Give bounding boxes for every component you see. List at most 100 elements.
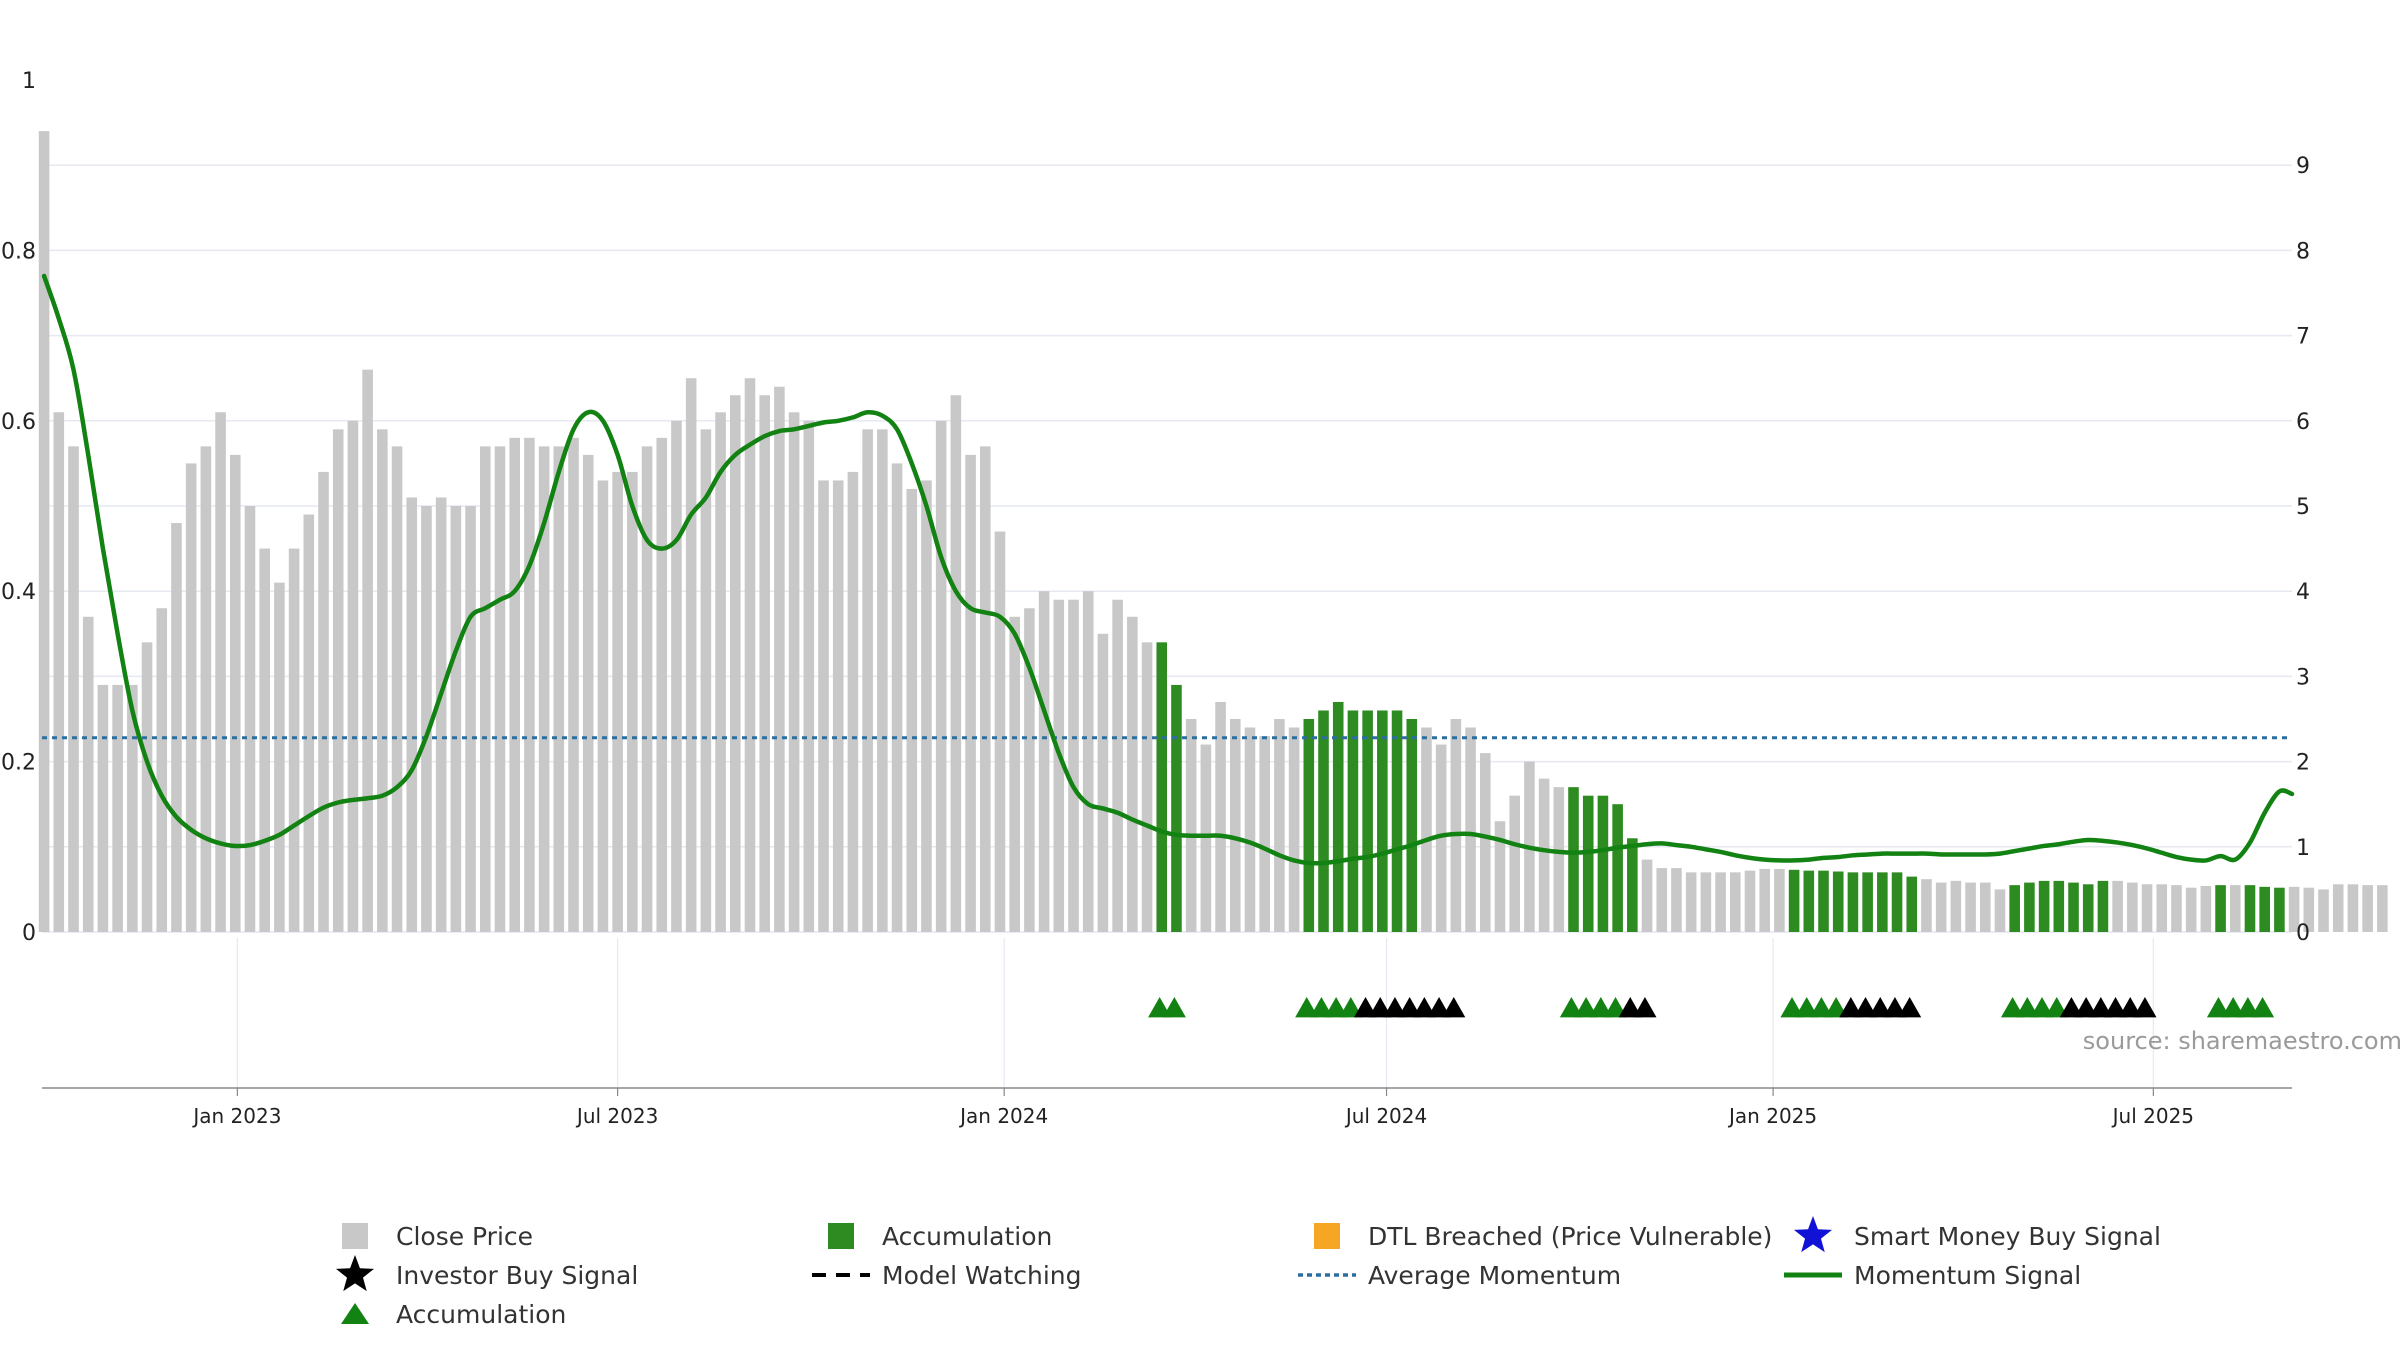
close-price-bar xyxy=(1450,719,1462,932)
accumulation-marker xyxy=(1309,997,1333,1018)
right-tick-label: 2 xyxy=(2296,751,2310,776)
close-price-bar xyxy=(1244,727,1256,932)
close-price-bar xyxy=(200,446,212,932)
close-price-bar xyxy=(479,446,491,932)
close-price-bar xyxy=(259,548,270,932)
accumulation-marker xyxy=(2045,997,2069,1018)
close-price-bar xyxy=(1112,599,1123,932)
accumulation-bar xyxy=(1582,795,1594,932)
investor-buy-marker xyxy=(1442,997,1466,1018)
accumulation-bar xyxy=(2215,885,2226,932)
accumulation-bar xyxy=(1597,795,1609,932)
close-price-bar xyxy=(1200,744,1212,932)
momentum-signal-layer xyxy=(41,273,2295,866)
accumulation-bar xyxy=(2038,880,2050,932)
close-price-bar xyxy=(1288,727,1300,932)
accumulation-marker xyxy=(2221,997,2245,1018)
close-price-bar xyxy=(1038,591,1050,932)
accumulation-bar xyxy=(2274,887,2285,932)
close-price-bar xyxy=(185,463,197,932)
right-tick-label: 4 xyxy=(2296,580,2310,605)
accumulation-bar xyxy=(1362,710,1373,932)
investor-buy-marker xyxy=(2103,997,2128,1018)
close-price-bar xyxy=(1229,719,1241,932)
momentum-signal-line xyxy=(41,273,2295,866)
left-tick-label: 0.4 xyxy=(1,580,36,605)
close-price-bar xyxy=(2171,885,2182,932)
close-price-bar xyxy=(2303,887,2315,932)
close-price-bar xyxy=(288,548,300,932)
right-tick-label: 0 xyxy=(2296,921,2310,946)
legend-item: Momentum Signal xyxy=(1784,1261,2081,1290)
right-tick-label: 6 xyxy=(2296,410,2310,435)
x-tick-label: Jan 2024 xyxy=(958,1104,1048,1128)
legend-item: Accumulation xyxy=(341,1300,566,1329)
accumulation-marker xyxy=(1795,997,1819,1018)
left-axis-ticks: 0 0.2 0.4 0.6 0.8 1 xyxy=(1,69,36,946)
close-price-bar xyxy=(2112,880,2123,932)
accumulation-marker xyxy=(1809,997,1833,1018)
legend-swatch xyxy=(828,1223,854,1249)
legend-item: DTL Breached (Price Vulnerable) xyxy=(1314,1222,1772,1251)
right-tick-label: 9 xyxy=(2296,154,2310,179)
close-price-bar xyxy=(1185,719,1197,932)
close-price-bar xyxy=(715,412,726,932)
accumulation-bar xyxy=(1156,642,1168,932)
close-price-bar xyxy=(1965,882,1976,932)
close-price-bar xyxy=(1744,870,1756,932)
source-label: source: sharemaestro.com xyxy=(2083,1027,2400,1055)
close-price-bar xyxy=(1715,872,1726,932)
close-price-bar xyxy=(1994,889,2006,932)
close-price-bar xyxy=(141,642,153,932)
close-price-bar xyxy=(744,378,756,932)
close-price-bar xyxy=(332,429,344,932)
close-price-bar xyxy=(877,429,888,932)
close-price-bar xyxy=(215,412,226,932)
accumulation-bar xyxy=(1627,838,1638,932)
legend-label: Smart Money Buy Signal xyxy=(1854,1222,2161,1251)
close-price-bar xyxy=(538,446,550,932)
close-price-bar xyxy=(700,429,712,932)
accumulation-bar xyxy=(2009,885,2020,932)
close-price-bar xyxy=(656,437,668,932)
accumulation-marker xyxy=(1824,997,1848,1018)
accumulation-marker xyxy=(1589,997,1613,1018)
investor-buy-marker xyxy=(1898,997,1922,1018)
close-price-bar xyxy=(377,429,388,932)
close-price-bar xyxy=(494,446,506,932)
accumulation-bar xyxy=(1862,872,1873,932)
close-price-bar xyxy=(1465,727,1476,932)
close-price-bar xyxy=(1127,616,1138,932)
close-price-bar xyxy=(1141,642,1153,932)
close-price-bar xyxy=(685,378,697,932)
investor-buy-marker xyxy=(2133,997,2157,1018)
close-price-bar xyxy=(553,446,565,932)
close-price-bar xyxy=(994,531,1006,932)
close-price-bar xyxy=(891,463,903,932)
close-price-bar xyxy=(1479,753,1491,932)
accumulation-bar xyxy=(1318,710,1329,932)
close-price-bar xyxy=(935,420,947,932)
close-price-bar xyxy=(2141,884,2153,932)
close-price-bar xyxy=(774,386,785,933)
close-price-bar xyxy=(965,454,976,932)
accumulation-bar xyxy=(1406,719,1418,932)
signal-markers xyxy=(1148,997,2275,1018)
close-price-bar xyxy=(1435,744,1447,932)
investor-buy-marker xyxy=(1618,997,1642,1018)
close-price-bar xyxy=(2185,887,2197,932)
close-price-bar xyxy=(1656,868,1668,932)
close-price-bar xyxy=(1641,859,1653,932)
accumulation-marker xyxy=(2001,997,2025,1018)
close-price-bar xyxy=(803,420,815,932)
close-price-bar xyxy=(2229,885,2241,932)
legend-item: Smart Money Buy Signal xyxy=(1793,1216,2161,1253)
legend-label: Average Momentum xyxy=(1368,1261,1621,1290)
legend-item: Model Watching xyxy=(812,1261,1082,1290)
x-tick-label: Jul 2025 xyxy=(2111,1104,2194,1128)
investor-buy-marker xyxy=(1853,997,1878,1018)
accumulation-marker xyxy=(1295,997,1319,1018)
close-price-bar xyxy=(1729,872,1741,932)
investor-buy-marker xyxy=(1427,997,1451,1018)
accumulation-marker xyxy=(2206,997,2231,1018)
